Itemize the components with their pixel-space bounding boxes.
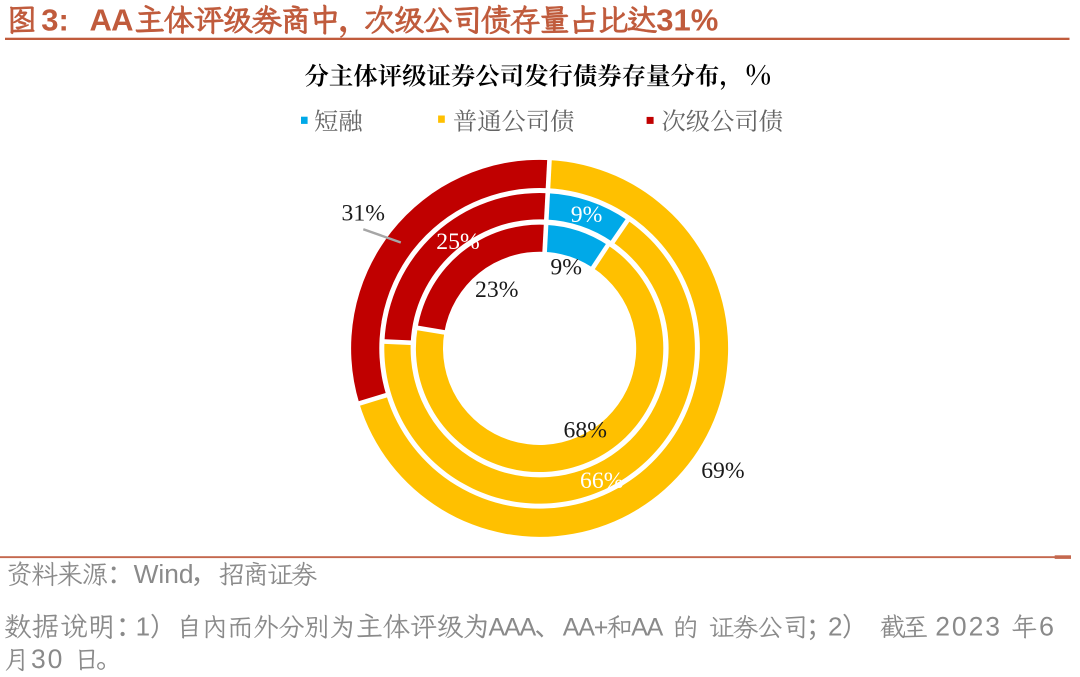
- svg-text:2023: 2023: [935, 612, 1002, 642]
- svg-text:9%: 9%: [571, 202, 603, 228]
- svg-text:3:: 3:: [41, 3, 69, 38]
- svg-text:AA+: AA+: [563, 614, 608, 642]
- svg-text:9%: 9%: [550, 255, 582, 281]
- svg-text:23%: 23%: [475, 277, 518, 303]
- svg-text:30: 30: [31, 644, 64, 674]
- svg-text:25%: 25%: [436, 229, 479, 255]
- svg-text:66%: 66%: [580, 468, 623, 494]
- svg-text:AAA: AAA: [489, 614, 537, 642]
- svg-text:68%: 68%: [564, 417, 607, 443]
- svg-text:AA: AA: [90, 3, 134, 38]
- svg-text:31%: 31%: [656, 3, 718, 38]
- svg-text:31%: 31%: [342, 200, 385, 226]
- svg-text:AA: AA: [631, 614, 663, 642]
- svg-text:1: 1: [136, 612, 150, 642]
- svg-text:69%: 69%: [701, 458, 744, 484]
- svg-text:6: 6: [1039, 612, 1054, 642]
- svg-text:Wind: Wind: [134, 559, 194, 589]
- svg-text:2: 2: [828, 612, 842, 642]
